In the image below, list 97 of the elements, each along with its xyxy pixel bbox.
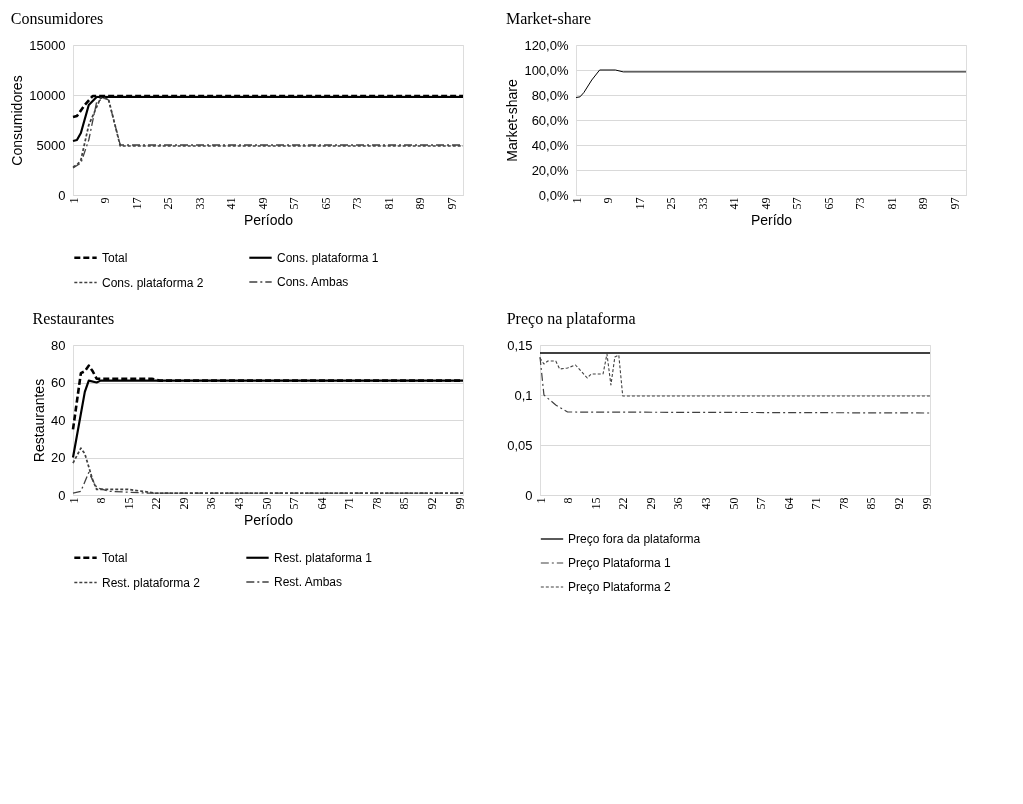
y-tick-label: 0 [58,187,66,203]
x-tick-label: 15 [588,497,603,510]
x-tick-label: 25 [161,197,176,210]
x-tick-label: 41 [727,197,742,210]
x-tick-label: 17 [632,197,647,210]
x-axis-title: Período [243,211,294,228]
legend-label: Cons. plataforma 1 [277,250,379,265]
x-tick-label: 73 [853,197,868,210]
x-tick-label: 81 [884,197,899,210]
x-tick-label: 33 [695,197,710,210]
x-tick-label: 85 [864,497,879,510]
x-tick-label: 50 [259,497,274,510]
x-tick-label: 1 [533,497,548,504]
x-tick-label: 9 [98,197,113,204]
x-tick-label: 8 [94,497,109,504]
x-tick-label: 15 [121,497,136,510]
x-tick-label: 36 [204,497,219,510]
y-tick-label: 0,1 [514,387,533,403]
y-tick-label: 100,0% [524,62,569,78]
legend-label: Total [102,250,128,265]
x-tick-label: 1 [66,197,81,204]
x-tick-label: 89 [413,197,428,210]
x-tick-label: 22 [616,497,631,510]
y-tick-label: 60,0% [531,112,569,128]
x-tick-label: 43 [698,497,713,510]
x-axis-title: Período [243,511,294,528]
chart-title: Restaurantes [32,310,115,327]
x-tick-label: 1 [66,497,81,504]
x-tick-label: 8 [561,497,576,504]
x-axis-title: Perído [750,211,793,228]
y-tick-label: 0 [525,487,533,503]
y-tick-label: 20,0% [531,162,569,178]
x-tick-label: 89 [916,197,931,210]
y-axis-title: Market-share [504,79,521,162]
legend-label: Cons. Ambas [277,275,349,289]
y-tick-label: 10000 [29,87,66,103]
legend-label: Rest. plataforma 1 [274,550,373,565]
y-tick-label: 120,0% [524,37,569,53]
x-tick-label: 78 [836,497,851,510]
y-tick-label: 0 [58,487,66,503]
x-tick-label: 97 [444,197,459,210]
x-tick-label: 64 [314,497,329,510]
y-tick-label: 60 [51,375,66,390]
y-tick-label: 0,05 [507,437,533,453]
x-tick-label: 43 [231,497,246,510]
x-tick-label: 64 [781,497,796,510]
y-axis-title: Consumidores [9,75,26,166]
y-tick-label: 15000 [29,37,66,53]
chart-title: Market-share [505,10,592,27]
x-tick-label: 33 [192,197,207,210]
x-tick-label: 71 [342,497,357,510]
legend-label: Total [102,550,128,565]
legend-label: Cons. plataforma 2 [102,275,204,290]
x-tick-label: 92 [424,497,439,510]
x-tick-label: 81 [381,197,396,210]
legend-label: Preço Plataforma 1 [568,556,672,570]
chart-title: Consumidores [10,10,104,27]
y-tick-label: 0,15 [507,337,533,353]
x-tick-label: 50 [726,497,741,510]
legend-label: Rest. Ambas [274,575,343,589]
x-tick-label: 17 [129,197,144,210]
x-tick-label: 99 [919,497,934,510]
x-tick-label: 85 [397,497,412,510]
y-tick-label: 80 [51,337,66,353]
y-tick-label: 80,0% [531,87,569,103]
y-tick-label: 0,0% [538,187,569,203]
x-tick-label: 97 [947,197,962,210]
x-tick-label: 73 [350,197,365,210]
x-tick-label: 78 [369,497,384,510]
x-tick-label: 41 [224,197,239,210]
x-tick-label: 57 [754,497,769,510]
x-tick-label: 9 [601,197,616,204]
legend-label: Rest. plataforma 2 [102,575,201,590]
x-tick-label: 57 [287,197,302,210]
x-tick-label: 49 [255,197,270,210]
x-tick-label: 65 [821,197,836,210]
chart-title: Preço na plataforma [506,310,636,328]
x-tick-label: 65 [318,197,333,210]
y-tick-label: 20 [51,450,66,465]
x-tick-label: 22 [149,497,164,510]
x-tick-label: 36 [671,497,686,510]
y-tick-label: 40 [51,412,66,428]
x-tick-label: 99 [452,497,467,510]
legend-label: Preço fora da plataforma [568,532,701,546]
x-tick-label: 1 [569,197,584,204]
x-tick-label: 49 [758,197,773,210]
x-tick-label: 57 [287,497,302,510]
y-axis-title: Restaurantes [31,378,48,463]
legend-label: Preço Plataforma 2 [568,580,672,594]
x-tick-label: 29 [176,497,191,510]
y-tick-label: 40,0% [531,137,569,153]
x-tick-label: 57 [790,197,805,210]
x-tick-label: 71 [809,497,824,510]
x-tick-label: 92 [891,497,906,510]
x-tick-label: 25 [664,197,679,210]
x-tick-label: 29 [643,497,658,510]
y-tick-label: 5000 [36,137,66,153]
